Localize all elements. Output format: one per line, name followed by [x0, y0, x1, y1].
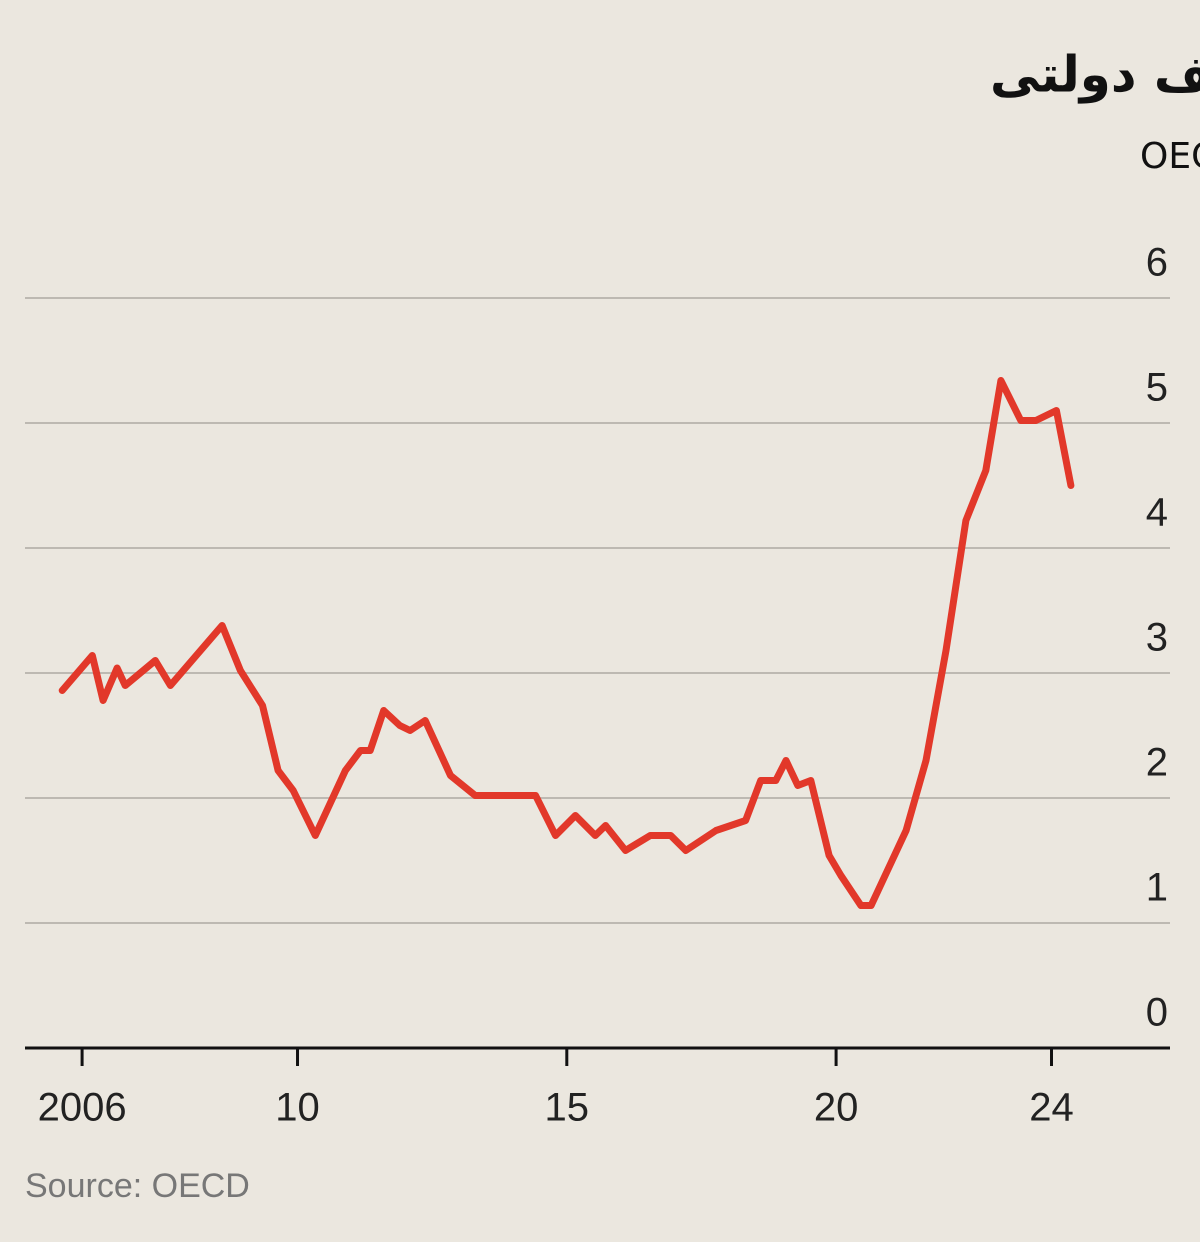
data-line	[58, 377, 1075, 909]
chart-title: پرواز اجاره بها از سقف دولتی	[990, 46, 1200, 105]
x-tick-label: 15	[545, 1086, 590, 1130]
y-tick-label: 1	[1146, 866, 1168, 910]
y-tick-label: 5	[1146, 366, 1168, 410]
y-tick-label: 3	[1146, 616, 1168, 660]
x-tick-label: 10	[275, 1086, 320, 1130]
x-tick-label: 24	[1029, 1086, 1074, 1130]
y-tick-label: 0	[1146, 991, 1168, 1035]
chart-subtitle: میانگین رشد سالانه اجاره بها در کشورهای …	[1140, 135, 1200, 177]
x-tick-label: 20	[814, 1086, 859, 1130]
y-tick-label: 4	[1146, 491, 1168, 535]
y-tick-label: 6	[1146, 241, 1168, 285]
y-tick-label: 2	[1146, 741, 1168, 785]
source: Source: OECD	[25, 1167, 250, 1205]
x-tick-label: 2006	[38, 1086, 127, 1130]
